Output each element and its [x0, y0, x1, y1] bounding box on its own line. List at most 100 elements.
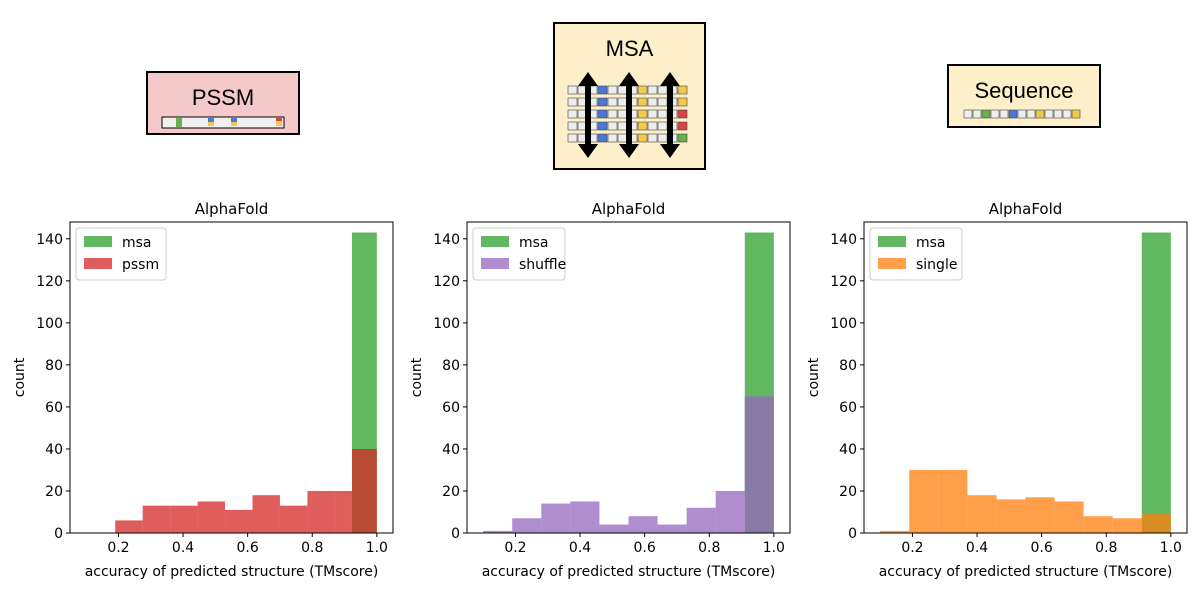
bar-shuffle	[715, 490, 745, 533]
legend-label-msa: msa	[122, 235, 152, 251]
y-tick-label: 140	[830, 232, 857, 248]
bar-shuffle	[686, 507, 716, 533]
y-tick-label: 0	[54, 526, 63, 542]
y-tick-label: 40	[839, 442, 857, 458]
bar-pssm	[279, 505, 308, 533]
bar-pssm	[225, 509, 253, 533]
msa-cell	[637, 85, 648, 95]
chart-title: AlphaFold	[989, 200, 1063, 218]
y-tick-label: 80	[45, 358, 63, 374]
chart-title: AlphaFold	[195, 200, 269, 218]
pssm-icon: PSSM	[146, 71, 300, 135]
x-tick-label: 0.6	[237, 540, 259, 556]
bar-single	[1112, 518, 1142, 533]
y-tick-label: 140	[36, 232, 63, 248]
bar-pssm	[307, 490, 335, 533]
y-tick-label: 20	[45, 484, 63, 500]
msa-cell	[677, 85, 688, 95]
sequence-residue	[981, 109, 991, 119]
x-tick-label: 0.8	[1095, 540, 1117, 556]
bar-shuffle	[541, 503, 571, 533]
msa-alignment-grid	[567, 72, 688, 158]
x-tick-label: 1.0	[366, 540, 388, 556]
y-tick-label: 40	[45, 442, 63, 458]
sequence-residue	[1026, 109, 1036, 119]
msa-cell	[637, 97, 648, 107]
msa-cell	[677, 97, 688, 107]
bar-single	[1141, 514, 1171, 533]
bar-single	[938, 469, 968, 533]
legend-label-shuffle: shuffle	[519, 257, 566, 273]
msa-title: MSA	[605, 36, 654, 61]
plot-frame	[863, 221, 1188, 534]
sequence-residue	[1008, 109, 1018, 119]
arrow-head-up	[660, 72, 680, 86]
legend-swatch-single	[878, 258, 906, 269]
x-axis-label: accuracy of predicted structure (TMscore…	[85, 564, 379, 580]
y-axis-label: count	[409, 357, 425, 397]
msa-cell	[597, 85, 608, 95]
msa-cell	[607, 109, 618, 119]
bar-single	[996, 499, 1026, 533]
msa-cell	[677, 121, 688, 131]
sequence-residue	[972, 109, 982, 119]
msa-cell	[637, 109, 648, 119]
y-axis-label: count	[12, 357, 28, 397]
msa-cell	[567, 121, 578, 131]
bar-pssm	[115, 520, 143, 533]
x-tick-label: 0.6	[634, 540, 656, 556]
x-tick-label: 1.0	[763, 540, 785, 556]
msa-cell	[637, 121, 648, 131]
bar-single	[1083, 516, 1113, 533]
x-tick-label: 0.8	[301, 540, 323, 556]
arrow-head-down	[619, 144, 639, 158]
bar-pssm	[142, 505, 171, 533]
legend-swatch-shuffle	[481, 258, 509, 269]
sequence-residue	[999, 109, 1009, 119]
sequence-residue	[963, 109, 973, 119]
msa-cell	[607, 85, 618, 95]
sequence-residue	[1062, 109, 1072, 119]
arrow-head-up	[578, 72, 598, 86]
arrow-head-down	[578, 144, 598, 158]
msa-cell	[567, 133, 578, 143]
y-tick-label: 20	[839, 484, 857, 500]
chart-title: AlphaFold	[592, 200, 666, 218]
bar-single	[967, 495, 997, 533]
bar-pssm	[351, 448, 377, 533]
bar-single	[1054, 501, 1084, 533]
legend-swatch-pssm	[84, 258, 112, 269]
x-tick-label: 0.4	[569, 540, 591, 556]
bar-pssm	[197, 501, 226, 533]
y-tick-label: 0	[848, 526, 857, 542]
arrow-head-up	[619, 72, 639, 86]
y-tick-label: 0	[451, 526, 460, 542]
chart-panel-2: AlphaFold 0 20 40 60 80 100 120 140 0.2 0.4 0.6 0.8 1…	[409, 200, 791, 580]
msa-cell	[597, 97, 608, 107]
x-tick-label: 0.2	[107, 540, 129, 556]
sequence-residue	[1053, 109, 1063, 119]
sequence-title: Sequence	[974, 78, 1074, 103]
legend-label-msa: msa	[916, 235, 946, 251]
pssm-title: PSSM	[191, 85, 255, 110]
y-axis-label: count	[806, 357, 822, 397]
pssm-profile-bar	[161, 116, 285, 129]
bar-pssm	[170, 505, 198, 533]
x-tick-label: 1.0	[1160, 540, 1182, 556]
x-tick-label: 0.4	[966, 540, 988, 556]
bar-shuffle	[744, 396, 774, 533]
sequence-residue	[990, 109, 1000, 119]
msa-cell	[607, 97, 618, 107]
legend-label-single: single	[916, 257, 957, 273]
y-tick-label: 100	[433, 316, 460, 332]
y-tick-label: 120	[433, 274, 460, 290]
msa-cell	[647, 97, 658, 107]
msa-cell	[607, 121, 618, 131]
y-tick-label: 20	[442, 484, 460, 500]
x-tick-label: 0.2	[901, 540, 923, 556]
sequence-residue	[1017, 109, 1027, 119]
msa-cell	[647, 109, 658, 119]
bar-shuffle	[483, 530, 513, 533]
y-tick-label: 100	[36, 316, 63, 332]
y-tick-label: 60	[839, 400, 857, 416]
